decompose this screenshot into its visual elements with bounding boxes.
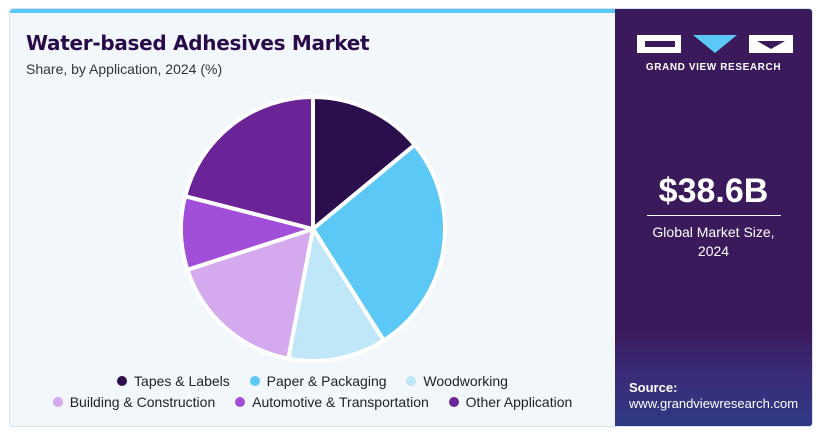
sidebar-gradient [615, 331, 812, 426]
chart-title: Water-based Adhesives Market [26, 31, 370, 55]
pie-slice-paper-packaging [311, 142, 447, 343]
pie-chart [179, 95, 447, 363]
legend-label: Paper & Packaging [266, 373, 387, 389]
caption-line-2: 2024 [697, 243, 730, 259]
legend-swatch [249, 376, 260, 386]
legend-swatch [406, 376, 417, 386]
legend-item-woodworking: Woodworking [406, 373, 508, 389]
caption-line-1: Global Market Size, [652, 224, 775, 240]
legend-swatch [52, 397, 63, 407]
legend-row-1: Tapes & Labels Paper & Packaging Woodwor… [10, 373, 615, 389]
legend-label: Building & Construction [69, 394, 216, 410]
market-size-caption: Global Market Size, 2024 [615, 223, 812, 261]
gvr-logo [637, 35, 793, 53]
legend-swatch [235, 397, 246, 407]
source-label: Source: [629, 380, 678, 395]
divider [647, 215, 781, 216]
legend-label: Tapes & Labels [134, 373, 230, 389]
brand-name: GRAND VIEW RESEARCH [645, 62, 782, 73]
legend-label: Woodworking [423, 373, 508, 389]
legend-label: Other Application [465, 394, 573, 410]
legend-swatch [448, 397, 459, 407]
pie-slice-other-application [183, 95, 315, 231]
legend-item-tapes-labels: Tapes & Labels [117, 373, 230, 389]
legend-item-building-construction: Building & Construction [52, 394, 216, 410]
pie-slice-woodworking [286, 227, 386, 363]
source-link[interactable]: www.grandviewresearch.com [629, 396, 799, 411]
legend-item-automotive-transportation: Automotive & Transportation [235, 394, 429, 410]
legend-swatch [117, 376, 128, 386]
chart-card: Water-based Adhesives Market Share, by A… [9, 8, 813, 427]
pie-slice-tapes-labels [311, 95, 417, 231]
legend-item-other-application: Other Application [448, 394, 573, 410]
legend-row-2: Building & Construction Automotive & Tra… [10, 394, 615, 410]
sidebar-panel: GRAND VIEW RESEARCH $38.6B Global Market… [615, 9, 812, 426]
market-size-value: $38.6B [658, 172, 769, 210]
chart-subtitle: Share, by Application, 2024 (%) [26, 61, 223, 77]
legend-item-paper-packaging: Paper & Packaging [249, 373, 387, 389]
legend-label: Automotive & Transportation [252, 394, 429, 410]
accent-bar [10, 9, 615, 13]
